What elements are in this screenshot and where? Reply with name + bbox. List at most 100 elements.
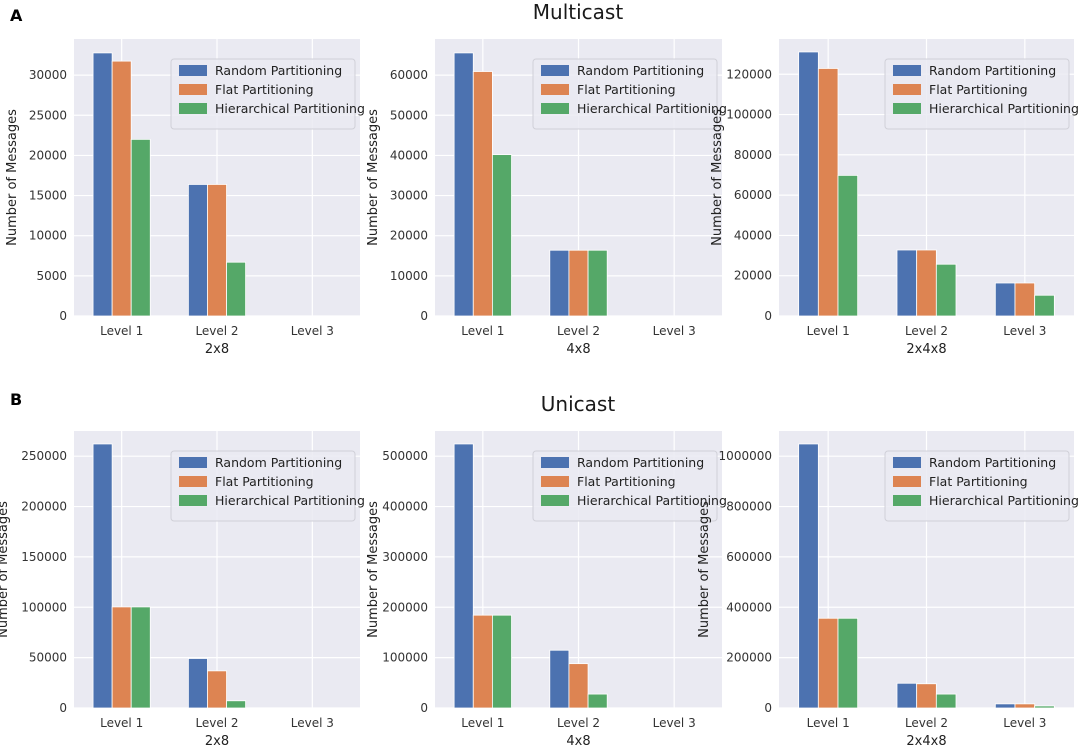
y-tick-label: 60000 — [390, 68, 428, 82]
bar-hierarchical-level-2 — [226, 261, 247, 317]
y-tick-label: 60000 — [734, 188, 772, 202]
y-axis-label: Number of Messages — [710, 109, 725, 246]
bar-hierarchical-level-1 — [837, 617, 859, 709]
bar-random-level-3 — [994, 703, 1016, 709]
y-tick-label: 100000 — [382, 651, 428, 665]
legend-label-flat: Flat Partitioning — [929, 82, 1028, 97]
bar-flat-level-1 — [817, 68, 839, 317]
legend-box — [532, 58, 718, 130]
legend-label-flat: Flat Partitioning — [929, 474, 1028, 489]
bar-flat-level-2 — [207, 184, 227, 317]
section-title-multicast: Multicast — [533, 0, 624, 24]
legend-label-flat: Flat Partitioning — [577, 82, 676, 97]
y-axis-label: Number of Messages — [366, 109, 381, 246]
y-tick-label: 0 — [764, 309, 772, 323]
bar-random-level-1 — [92, 443, 113, 709]
y-tick-label: 30000 — [390, 189, 428, 203]
bar-random-level-2 — [187, 658, 208, 709]
bar-random-level-1 — [798, 51, 819, 317]
y-tick-label: 10000 — [29, 229, 67, 243]
section-letter-a: A — [10, 6, 23, 25]
x-tick-label: Level 1 — [100, 324, 143, 338]
bar-random-level-1 — [453, 52, 474, 317]
bar-hierarchical-level-2 — [587, 693, 608, 709]
bar-hierarchical-level-3 — [1034, 294, 1055, 317]
bar-random-level-1 — [92, 52, 113, 317]
y-tick-label: 100000 — [726, 108, 772, 122]
legend-label-hierarchical: Hierarchical Partitioning — [929, 493, 1079, 508]
chart-panel-5: 0 100000 200000 300000 400000 500000 Level 1 Le… — [366, 431, 727, 749]
legend-box — [884, 450, 1070, 522]
legend-label-flat: Flat Partitioning — [577, 474, 676, 489]
y-tick-label: 800000 — [726, 500, 772, 514]
x-tick-label: Level 2 — [905, 324, 948, 338]
bar-flat-level-1 — [472, 71, 493, 317]
bar-flat-level-1 — [111, 60, 132, 317]
y-tick-label: 120000 — [726, 67, 772, 81]
legend-label-hierarchical: Hierarchical Partitioning — [577, 493, 727, 508]
x-tick-label: Level 2 — [905, 716, 948, 730]
x-tick-label: Level 3 — [291, 716, 334, 730]
bar-random-level-3 — [994, 282, 1016, 317]
legend: Random Partitioning Flat Partitioning Hier… — [532, 450, 727, 522]
x-tick-label: Level 2 — [195, 324, 238, 338]
legend-label-flat: Flat Partitioning — [215, 82, 314, 97]
legend-swatch-random — [541, 457, 569, 468]
x-tick-label: Level 3 — [653, 716, 696, 730]
bar-flat-level-2 — [568, 663, 589, 709]
x-axis-label: 2x8 — [205, 734, 229, 749]
y-tick-label: 1000000 — [719, 449, 772, 463]
bar-random-level-2 — [187, 184, 208, 317]
legend-label-random: Random Partitioning — [929, 455, 1056, 470]
bar-hierarchical-level-1 — [837, 174, 859, 317]
y-tick-label: 0 — [420, 701, 428, 715]
y-tick-label: 0 — [764, 701, 772, 715]
y-tick-label: 150000 — [21, 550, 67, 564]
x-axis-label: 4x8 — [566, 734, 590, 749]
legend-swatch-flat — [179, 476, 207, 487]
y-tick-label: 600000 — [726, 550, 772, 564]
x-axis-label: 2x4x8 — [906, 342, 946, 357]
legend: Random Partitioning Flat Partitioning Hier… — [884, 450, 1079, 522]
x-tick-label: Level 2 — [557, 716, 600, 730]
legend-box — [884, 58, 1070, 130]
legend-swatch-random — [541, 65, 569, 76]
section-title-unicast: Unicast — [541, 392, 616, 416]
bar-hierarchical-level-2 — [935, 693, 957, 709]
y-tick-label: 200000 — [21, 500, 67, 514]
y-tick-label: 25000 — [29, 108, 67, 122]
bar-random-level-1 — [798, 443, 819, 709]
legend-box — [170, 450, 356, 522]
bar-hierarchical-level-3 — [1034, 705, 1055, 709]
y-tick-label: 80000 — [734, 148, 772, 162]
y-tick-label: 50000 — [29, 651, 67, 665]
chart-panel-2: 0 10000 20000 30000 40000 50000 60000 Level 1 Le… — [366, 39, 727, 357]
y-tick-label: 40000 — [390, 148, 428, 162]
y-tick-label: 250000 — [21, 449, 67, 463]
legend-swatch-random — [179, 65, 207, 76]
bar-random-level-1 — [453, 443, 474, 709]
legend-label-hierarchical: Hierarchical Partitioning — [577, 101, 727, 116]
bar-flat-level-1 — [472, 614, 493, 709]
x-tick-label: Level 3 — [1003, 716, 1046, 730]
bar-random-level-2 — [896, 682, 918, 709]
section-letter-b: B — [10, 390, 22, 409]
y-tick-label: 40000 — [734, 228, 772, 242]
legend-label-random: Random Partitioning — [215, 455, 342, 470]
y-tick-label: 10000 — [390, 269, 428, 283]
chart-panel-1: 0 5000 10000 15000 20000 25000 30000 Level 1 Lev… — [5, 39, 365, 357]
x-axis-label: 2x8 — [205, 342, 229, 357]
charts-container: 0 5000 10000 15000 20000 25000 30000 Level 1 Lev… — [0, 39, 1079, 749]
x-tick-label: Level 3 — [653, 324, 696, 338]
x-tick-label: Level 3 — [1003, 324, 1046, 338]
y-tick-label: 100000 — [21, 600, 67, 614]
legend-swatch-flat — [541, 84, 569, 95]
bar-hierarchical-level-2 — [935, 263, 957, 317]
y-tick-label: 20000 — [734, 269, 772, 283]
legend-swatch-hierarchical — [893, 495, 921, 506]
legend-swatch-hierarchical — [541, 103, 569, 114]
y-axis-label: Number of Messages — [0, 501, 11, 638]
bar-flat-level-2 — [916, 249, 937, 317]
y-tick-label: 20000 — [390, 229, 428, 243]
